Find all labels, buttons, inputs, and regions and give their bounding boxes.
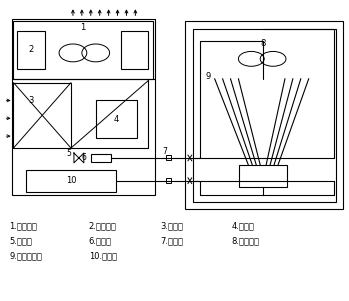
Text: 7: 7 [163, 147, 168, 157]
Text: 4: 4 [114, 115, 119, 124]
Text: 2.电加热器: 2.电加热器 [89, 221, 117, 230]
Bar [27, 170, 116, 192]
Text: 5: 5 [66, 150, 71, 158]
Bar [14, 83, 71, 148]
Text: 10.压缩机: 10.压缩机 [89, 251, 117, 260]
Text: 6: 6 [82, 154, 87, 163]
Bar [17, 31, 45, 69]
Text: 7.连接阀: 7.连接阀 [160, 236, 183, 245]
Bar [12, 19, 155, 194]
Text: 2: 2 [29, 45, 34, 54]
Text: 3: 3 [29, 96, 34, 105]
Bar [239, 165, 287, 187]
Text: 10: 10 [66, 176, 76, 185]
Text: 8.室外风机: 8.室外风机 [231, 236, 259, 245]
Text: 5.膨胀阀: 5.膨胀阀 [9, 236, 32, 245]
Text: 1.室内风机: 1.室内风机 [9, 221, 37, 230]
Text: 1: 1 [80, 23, 86, 32]
Bar [185, 21, 343, 209]
Text: 3.蒸发器: 3.蒸发器 [160, 221, 183, 230]
Text: 8: 8 [260, 39, 266, 48]
Text: 6.过滤器: 6.过滤器 [89, 236, 112, 245]
Bar [193, 29, 335, 202]
Text: 9.室外冷凝器: 9.室外冷凝器 [9, 251, 43, 260]
Bar [120, 31, 148, 69]
Bar [165, 178, 171, 183]
Text: 4.加湿器: 4.加湿器 [231, 221, 254, 230]
Bar [96, 101, 138, 138]
Text: 9: 9 [205, 72, 210, 81]
Bar [91, 154, 111, 162]
Bar [14, 21, 153, 79]
Bar [165, 155, 171, 160]
